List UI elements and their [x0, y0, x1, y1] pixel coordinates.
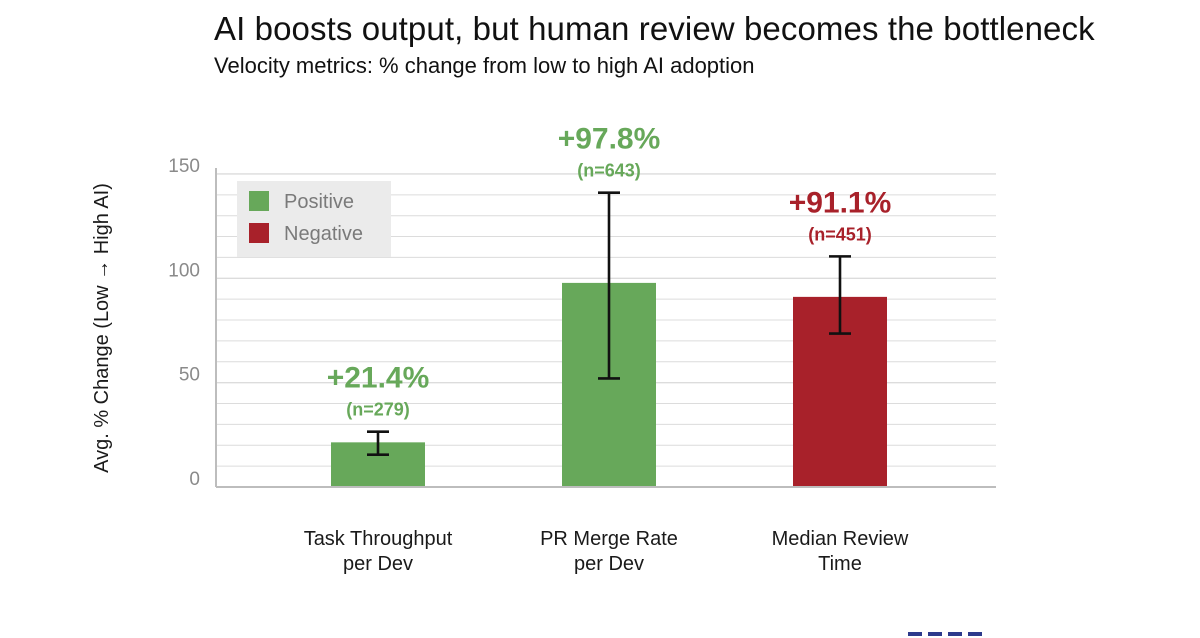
y-tick-label: 100: [168, 260, 200, 281]
y-tick-labels: 0 50 100 150: [168, 156, 200, 490]
value-label: +21.4%: [327, 362, 430, 395]
y-axis-label: Avg. % Change (Low → High AI): [91, 183, 113, 473]
category-label: PR Merge Rate: [540, 528, 678, 550]
sample-size-label: (n=643): [577, 161, 641, 181]
legend-swatch: [249, 223, 269, 243]
value-labels: +21.4% (n=279) +97.8% (n=643) +91.1% (n=451): [327, 123, 892, 420]
brand-logo: [906, 624, 998, 638]
chart-title: AI boosts output, but human review becom…: [214, 10, 1095, 47]
sample-size-label: (n=279): [346, 400, 410, 420]
sample-size-label: (n=451): [808, 224, 872, 244]
chart-subtitle: Velocity metrics: % change from low to h…: [214, 53, 755, 78]
legend-label: Positive: [284, 191, 354, 213]
legend: Positive Negative: [237, 181, 391, 257]
category-label: Median Review: [772, 528, 909, 550]
category-label: per Dev: [343, 553, 413, 575]
y-tick-label: 50: [179, 365, 200, 386]
y-tick-label: 0: [189, 469, 200, 490]
legend-swatch: [249, 191, 269, 211]
bars: [331, 282, 887, 487]
value-label: +91.1%: [789, 186, 892, 219]
error-bars: [367, 191, 851, 456]
x-category-labels: Task Throughput per Dev PR Merge Rate per D…: [304, 528, 909, 575]
value-label: +97.8%: [558, 123, 661, 156]
legend-label: Negative: [284, 223, 363, 245]
y-tick-label: 150: [168, 156, 200, 177]
category-label: Task Throughput: [304, 528, 453, 550]
category-label: per Dev: [574, 553, 644, 575]
category-label: Time: [818, 553, 862, 575]
